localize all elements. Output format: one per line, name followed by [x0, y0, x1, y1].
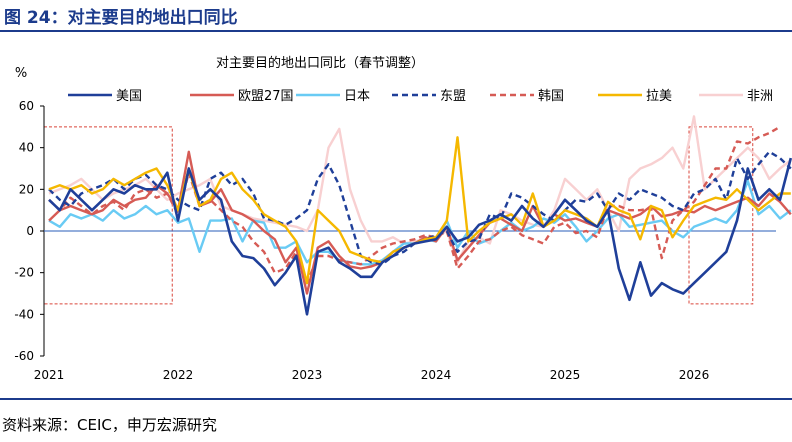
legend-label-6: 非洲 — [747, 89, 773, 104]
legend-label-4: 韩国 — [538, 89, 564, 104]
series-line-4 — [48, 125, 781, 285]
y-tick-label: 20 — [19, 182, 34, 196]
y-tick-label: 40 — [19, 141, 34, 155]
chart-title: 对主要目的地出口同比（春节调整） — [216, 55, 424, 71]
y-axis: -60 -40 -20 0 20 40 60 — [14, 99, 45, 363]
y-tick-label: 60 — [19, 99, 34, 113]
legend-label-3: 东盟 — [440, 89, 466, 104]
series-lines — [48, 115, 792, 316]
source-note: 资料来源：CEIC，申万宏源研究 — [2, 416, 217, 434]
x-tick-label: 2026 — [679, 368, 710, 382]
series-line-0 — [48, 157, 792, 316]
y-tick-label: -40 — [14, 307, 34, 321]
y-tick-label: 0 — [26, 224, 34, 238]
x-tick-label: 2022 — [163, 368, 194, 382]
y-tick-label: -60 — [14, 349, 34, 363]
line-chart: 对主要目的地出口同比（春节调整） % 美国 欧盟27国 日本 东盟 韩国 拉美 非洲 -60… — [14, 55, 792, 382]
x-tick-label: 2021 — [34, 368, 65, 382]
x-tick-label: 2023 — [292, 368, 323, 382]
y-axis-label: % — [15, 66, 27, 81]
legend-label-1: 欧盟27国 — [238, 89, 294, 104]
top-rule — [0, 30, 792, 32]
legend-label-0: 美国 — [116, 89, 142, 104]
x-tick-label: 2024 — [421, 368, 452, 382]
bottom-rule — [0, 398, 792, 400]
legend-label-2: 日本 — [344, 89, 370, 104]
y-tick-label: -20 — [14, 266, 34, 280]
legend: 美国 欧盟27国 日本 东盟 韩国 拉美 非洲 — [68, 89, 773, 104]
figure-title: 图 24：对主要目的地出口同比 — [4, 8, 238, 28]
legend-label-5: 拉美 — [646, 89, 672, 104]
x-tick-label: 2025 — [550, 368, 581, 382]
highlight-box-1 — [688, 126, 754, 305]
x-axis: 2021 2022 2023 2024 2025 2026 — [34, 230, 776, 382]
series-line-3 — [48, 150, 792, 266]
